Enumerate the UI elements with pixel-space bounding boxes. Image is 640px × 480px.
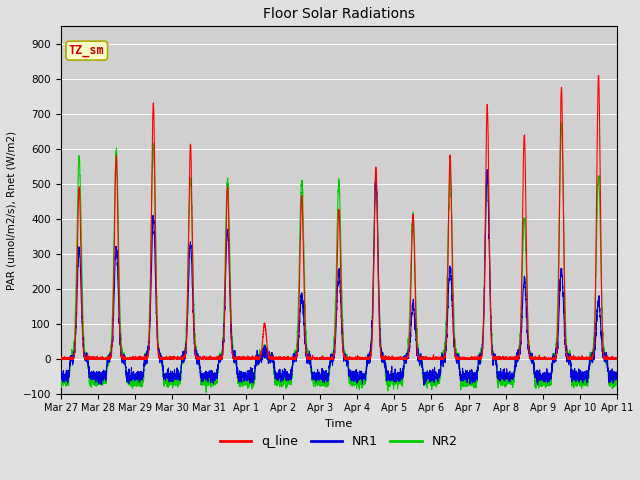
NR2 [612,381,620,387]
NR1 [318,375,326,381]
NR1 [57,373,65,379]
NR2 [495,374,503,380]
q_line [157,356,164,362]
NR1 [157,353,164,359]
NR1 [612,376,620,382]
X-axis label: Time: Time [325,419,353,429]
NR2 [157,350,164,356]
q_line [57,355,65,361]
q_line [595,72,602,78]
NR1 [484,167,492,172]
q_line [463,355,471,361]
NR2 [557,120,565,126]
NR1 [433,372,440,377]
NR2 [463,383,471,388]
NR2 [613,382,621,388]
Line: q_line: q_line [61,75,617,360]
NR1 [495,377,503,383]
NR2 [318,376,326,382]
NR2 [202,389,210,395]
q_line [58,357,66,362]
Line: NR1: NR1 [61,169,617,385]
Legend: q_line, NR1, NR2: q_line, NR1, NR2 [215,431,463,454]
NR1 [463,374,471,380]
q_line [495,355,503,361]
q_line [433,357,440,362]
q_line [613,356,621,362]
Text: TZ_sm: TZ_sm [69,44,104,57]
q_line [612,355,620,360]
NR2 [433,378,440,384]
NR1 [420,382,428,388]
q_line [318,355,326,360]
Title: Floor Solar Radiations: Floor Solar Radiations [263,7,415,21]
Y-axis label: PAR (umol/m2/s), Rnet (W/m2): PAR (umol/m2/s), Rnet (W/m2) [7,131,17,289]
Line: NR2: NR2 [61,123,617,392]
NR1 [613,375,621,381]
NR2 [57,374,65,380]
